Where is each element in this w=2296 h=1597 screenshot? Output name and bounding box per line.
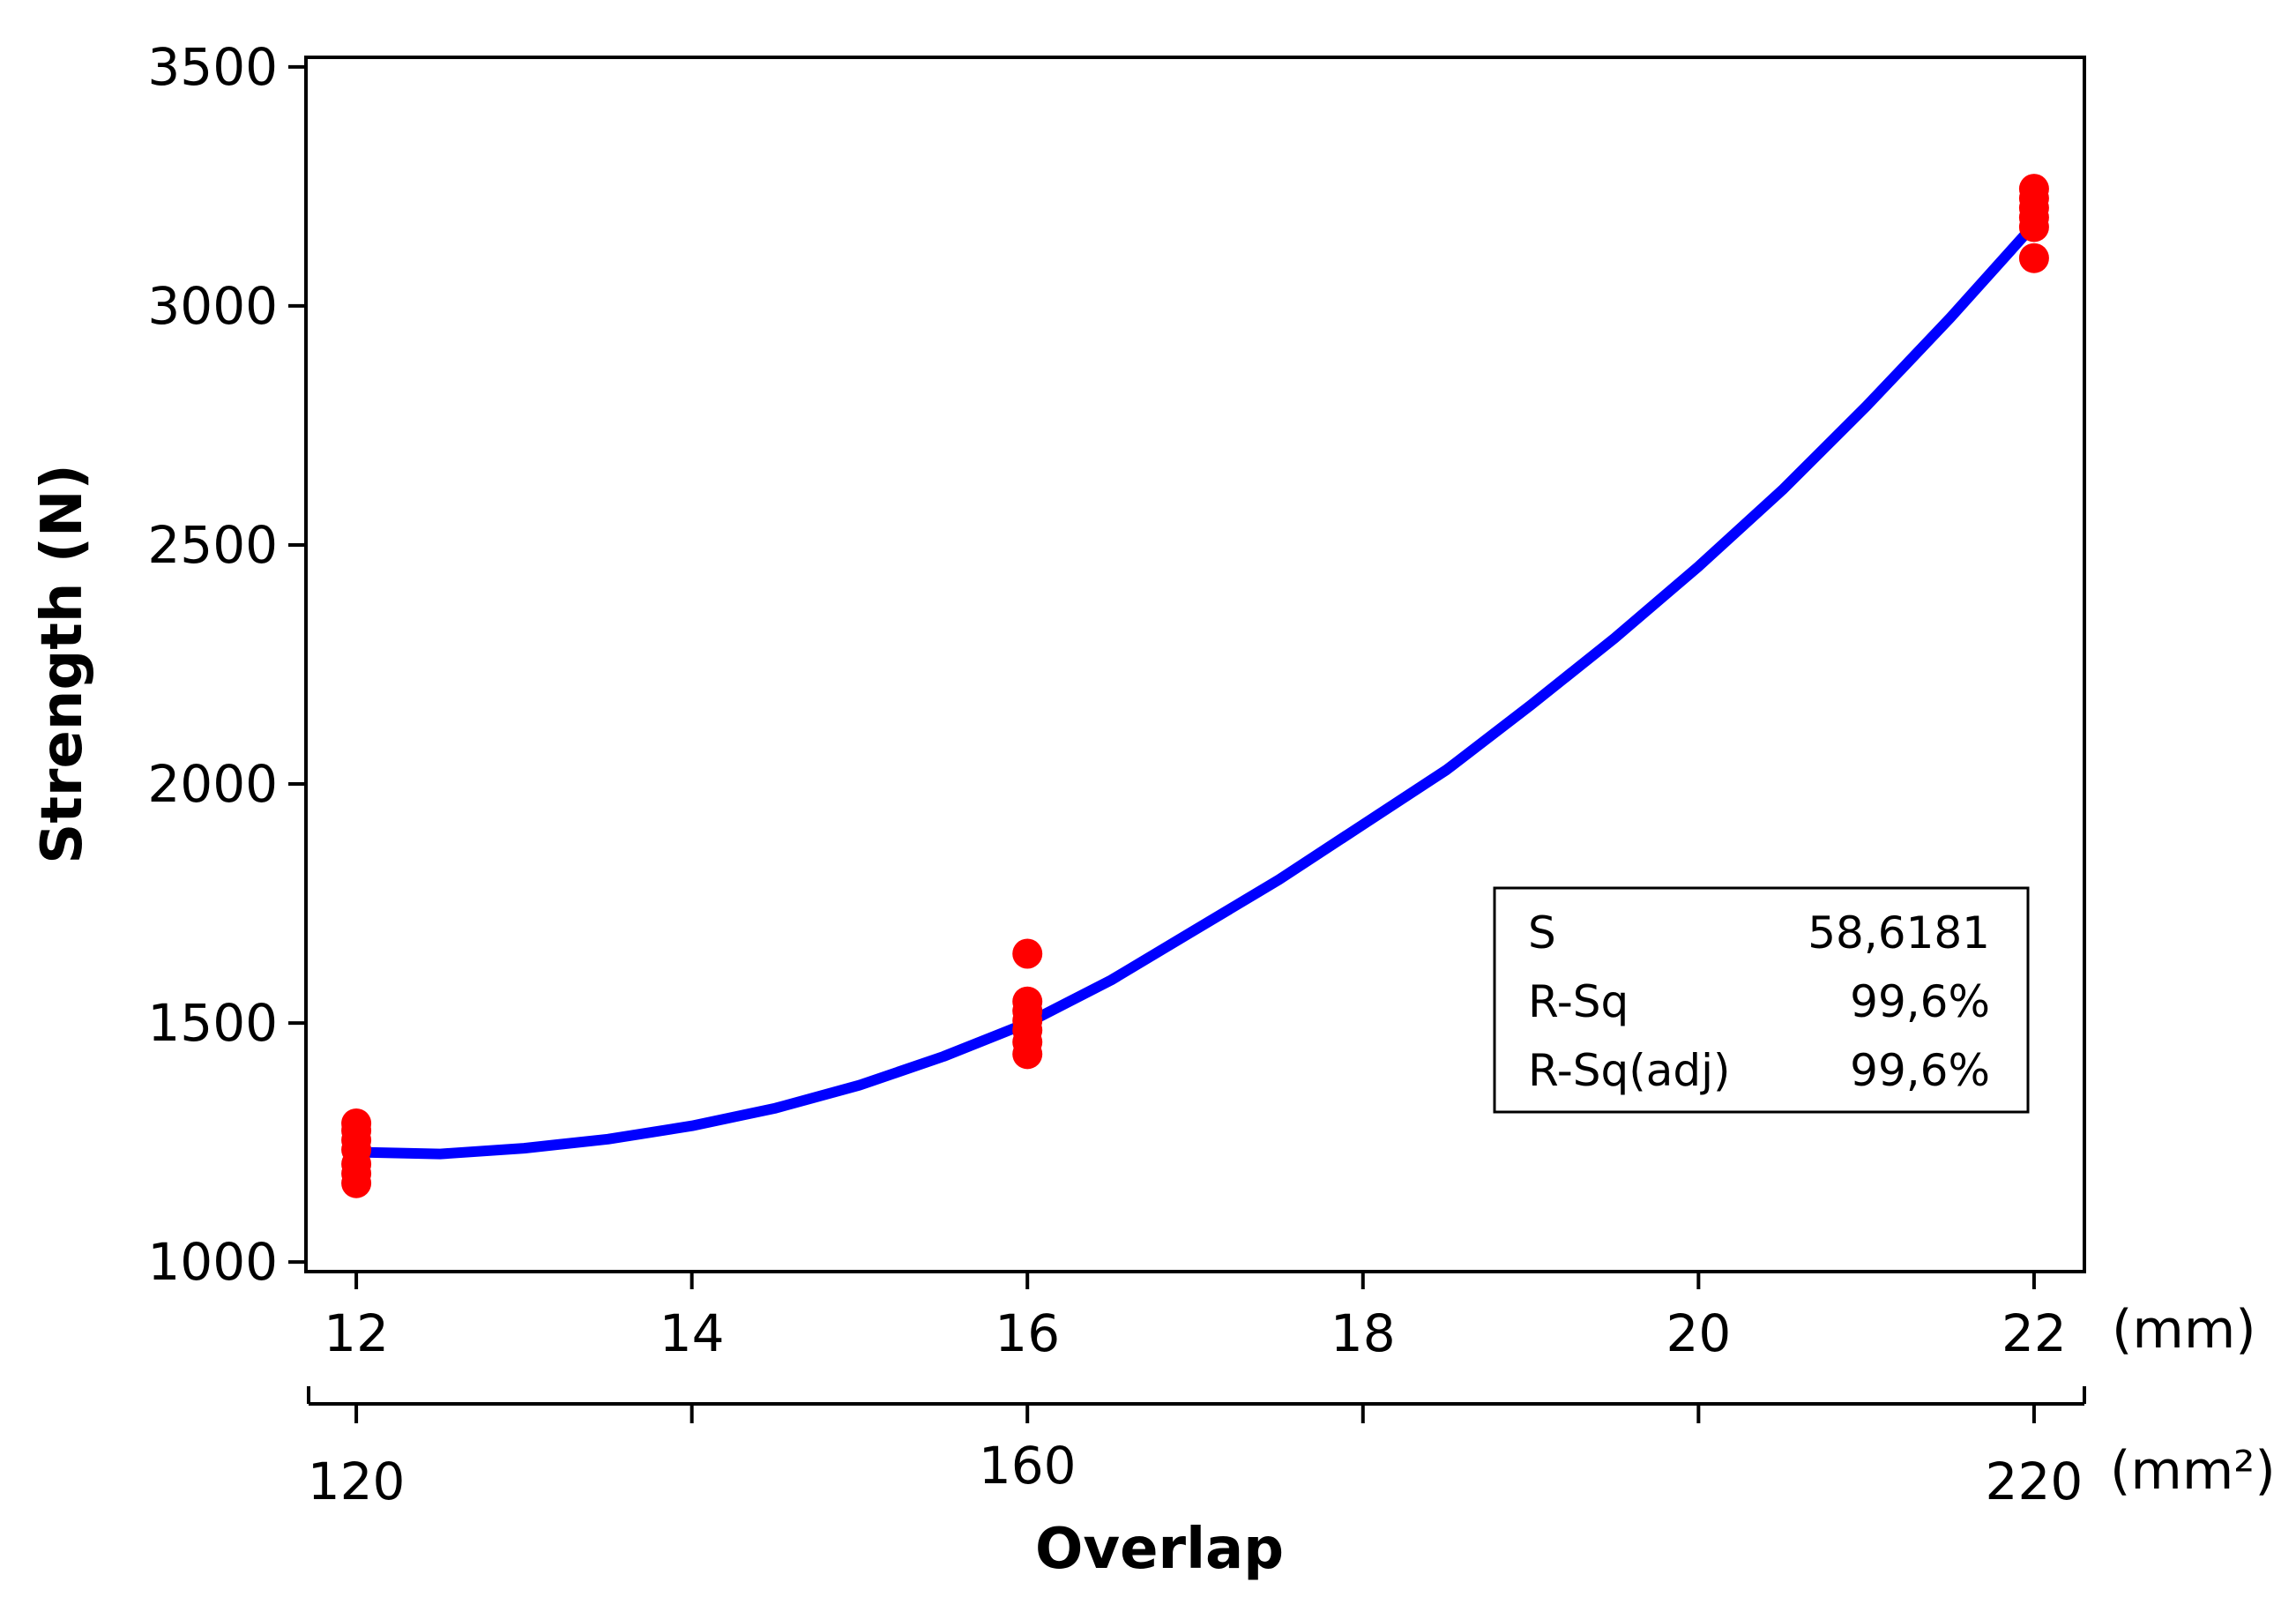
y-tick-label-3500: 3500 <box>147 37 278 97</box>
x-tick-label-22: 22 <box>2002 1303 2067 1363</box>
x-axis: 12 14 16 18 20 22 <box>324 1272 2067 1363</box>
stat-label-rsq: R-Sq <box>1528 976 1629 1027</box>
stat-label-s: S <box>1528 907 1556 959</box>
secondary-tick-label-220: 220 <box>1986 1451 2084 1511</box>
y-tick-label-1000: 1000 <box>147 1232 278 1292</box>
x-unit-label: (mm) <box>2112 1299 2256 1361</box>
x-tick-label-14: 14 <box>660 1303 725 1363</box>
stats-box: S 58,6181 R-Sq 99,6% R-Sq(adj) 99,6% <box>1493 886 2030 1114</box>
secondary-tick-label-120: 120 <box>308 1451 406 1511</box>
secondary-unit-label: (mm²) <box>2110 1440 2276 1502</box>
y-tick-label-1500: 1500 <box>147 993 278 1053</box>
stat-value-rsq: 99,6% <box>1850 976 1990 1027</box>
data-point <box>2018 243 2049 273</box>
data-point <box>2018 174 2049 205</box>
x-tick-label-18: 18 <box>1331 1303 1396 1363</box>
data-point <box>341 1108 372 1138</box>
x-tick-label-16: 16 <box>995 1303 1060 1363</box>
y-tick-label-2500: 2500 <box>147 515 278 575</box>
data-point <box>1012 986 1043 1017</box>
stat-value-rsq-adj: 99,6% <box>1850 1045 1990 1096</box>
stat-value-s: 58,6181 <box>1808 907 1990 959</box>
y-axis-title: Strength (N) <box>30 464 95 864</box>
x-tick-label-12: 12 <box>324 1303 389 1363</box>
stat-label-rsq-adj: R-Sq(adj) <box>1528 1045 1731 1096</box>
fit-layer <box>351 219 2039 1160</box>
y-tick-label-3000: 3000 <box>147 276 278 336</box>
x-axis-title: Overlap <box>1035 1517 1284 1582</box>
y-axis: 1000 1500 2000 2500 3000 3500 <box>147 37 306 1292</box>
stats-box-border <box>1493 886 2030 1114</box>
secondary-tick-label-160: 160 <box>979 1436 1077 1496</box>
data-point <box>1012 938 1043 969</box>
y-tick-label-2000: 2000 <box>147 754 278 814</box>
points-layer <box>341 174 2049 1198</box>
fit-line <box>351 219 2039 1160</box>
x-tick-label-20: 20 <box>1666 1303 1731 1363</box>
secondary-x-axis: 120 160 220 <box>307 1386 2086 1511</box>
